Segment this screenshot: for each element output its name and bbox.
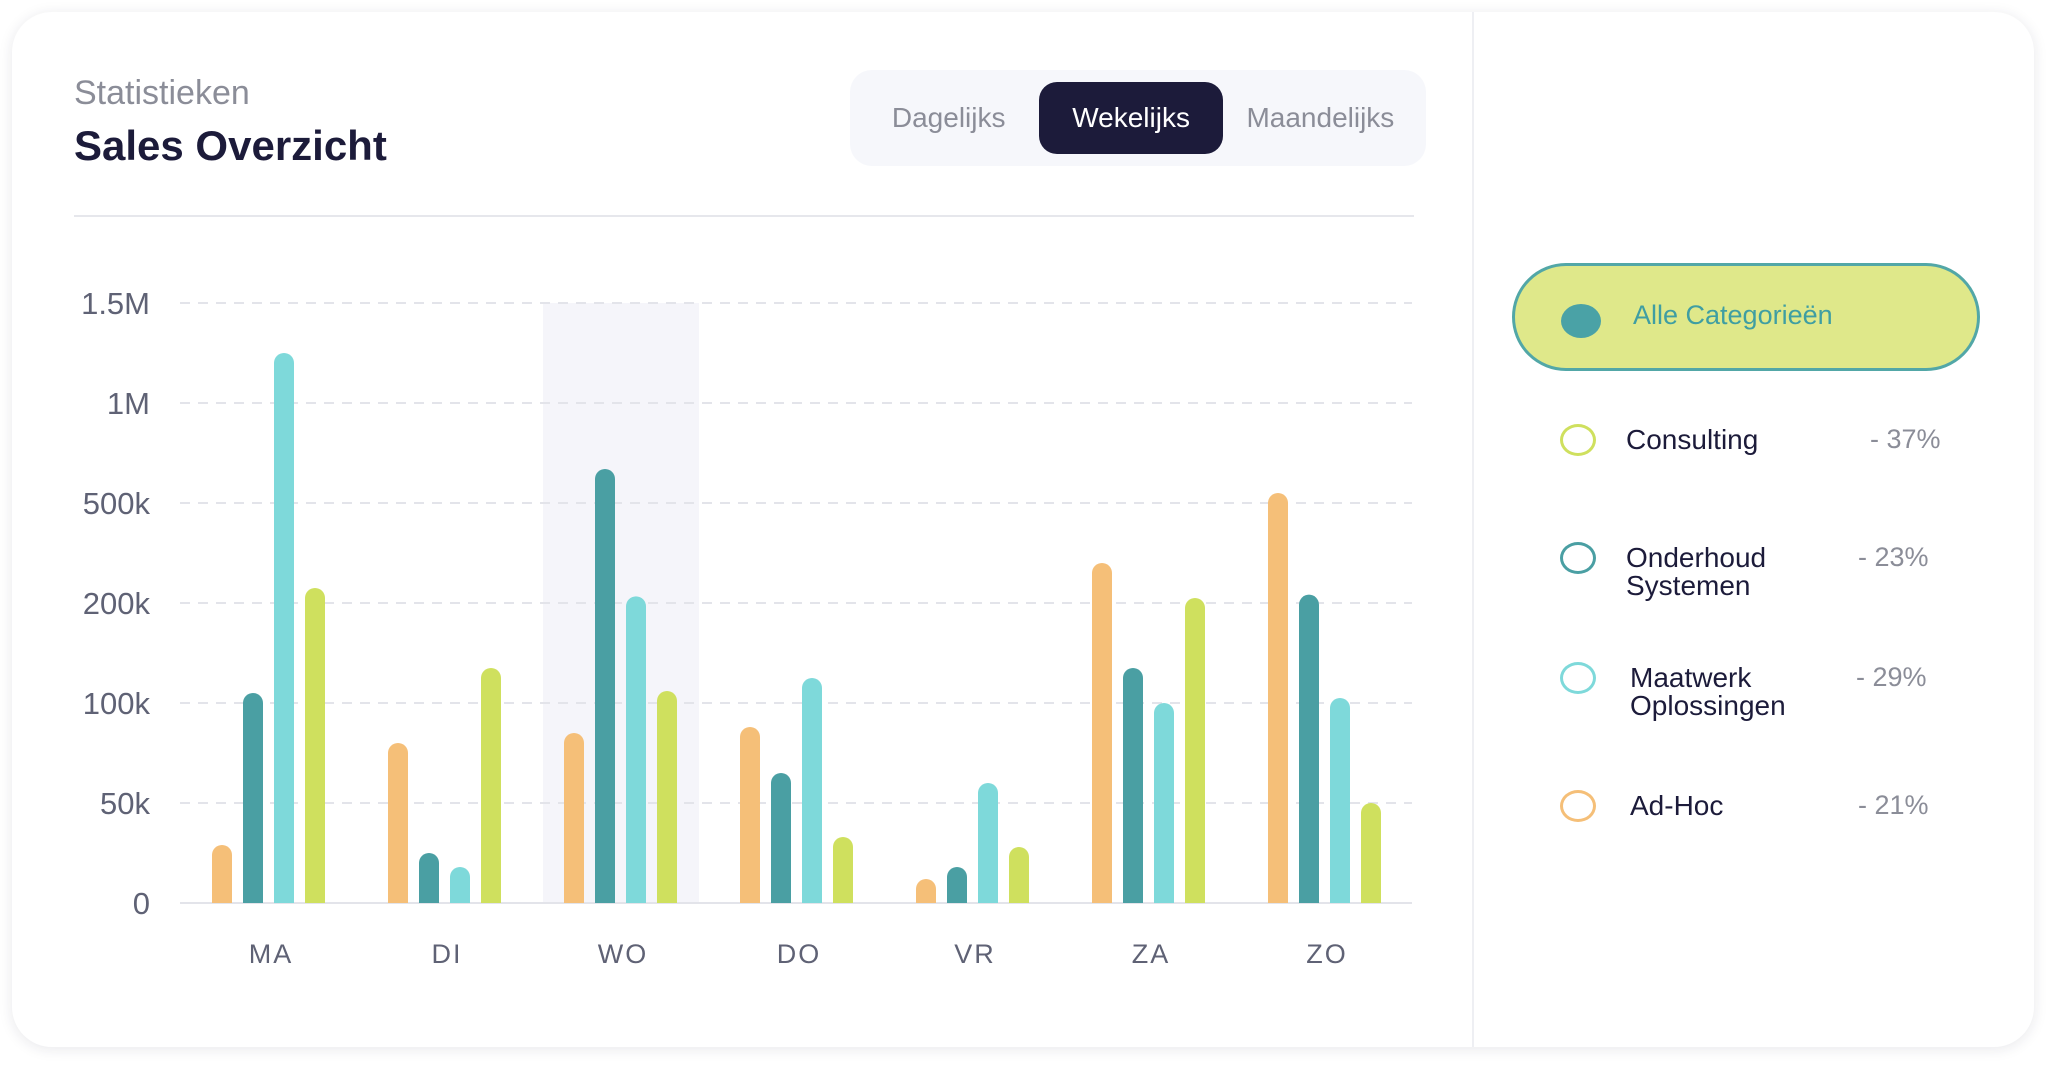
bar-onderhoud [1123,668,1143,903]
bar-consulting [1185,598,1205,903]
onderhoud-ring-icon [1560,542,1596,574]
y-tick-label: 1.5M [81,286,150,321]
legend-percent-adhoc: - 21% [1858,790,1929,820]
filter-all-categories[interactable]: Alle Categorieën [1512,263,1980,371]
tab-dagelijks[interactable]: Dagelijks [891,102,1006,133]
x-tick-label: ZO [1306,939,1348,969]
x-tick-label: VR [954,939,996,969]
all-categories-label: Alle Categorieën [1633,300,1833,330]
x-tick-label: DO [777,939,822,969]
page-title: Sales Overzicht [74,122,387,169]
bar-consulting [1361,803,1381,903]
legend-percent-consulting: - 37% [1870,424,1941,454]
panel-divider [1472,12,1474,1047]
legend-item-adhoc[interactable]: Ad-Hoc - 21% [1560,780,1980,840]
legend-name-onderhoud-1: Onderhoud [1626,542,1767,573]
bar-consulting [1009,847,1029,903]
legend-item-maatwerk[interactable]: Maatwerk Oplossingen - 29% [1560,652,1980,722]
bar-consulting [305,588,325,903]
bar-onderhoud [771,773,791,903]
bar-consulting [833,837,853,903]
legend-name-maatwerk-2: Oplossingen [1630,690,1786,721]
y-tick-label: 200k [83,586,151,621]
bar-maatwerk [1330,698,1350,903]
bar-onderhoud [947,867,967,903]
x-tick-label: ZA [1132,939,1171,969]
bar-maatwerk [274,353,294,903]
tab-wekelijks[interactable]: Wekelijks [1039,82,1223,154]
bar-maatwerk [1154,703,1174,903]
x-tick-label: WO [598,939,649,969]
bar-ad-hoc [1092,563,1112,903]
y-tick-label: 1M [107,386,150,421]
y-tick-label: 100k [83,686,151,721]
legend-percent-onderhoud: - 23% [1858,542,1929,572]
bar-maatwerk [802,678,822,903]
legend-item-onderhoud[interactable]: Onderhoud Systemen - 23% [1560,532,1980,602]
bar-ad-hoc [1268,493,1288,903]
bar-onderhoud [419,853,439,903]
bar-maatwerk [450,867,470,903]
tab-maandelijks[interactable]: Maandelijks [1246,102,1395,133]
legend-name-adhoc: Ad-Hoc [1630,790,1724,821]
legend-name-maatwerk-1: Maatwerk [1630,662,1752,693]
bar-onderhoud [595,469,615,903]
bar-ad-hoc [388,743,408,903]
sales-bar-chart: 0 50k 100k 200k 500k 1M 1.5M MA DI WO DO VR ZA ZO [81,286,1412,969]
bar-ad-hoc [740,727,760,903]
bar-ad-hoc [916,879,936,903]
adhoc-ring-icon [1560,790,1596,822]
period-tabs: Dagelijks Wekelijks Maandelijks [850,70,1426,166]
legend-name-onderhoud-2: Systemen [1626,570,1751,601]
bar-ad-hoc [564,733,584,903]
y-tick-label: 500k [83,486,151,521]
legend-name-consulting: Consulting [1626,424,1759,455]
x-tick-label: MA [249,939,294,969]
bar-maatwerk [978,783,998,903]
maatwerk-ring-icon [1560,662,1596,694]
y-tick-label: 0 [133,886,150,921]
legend-percent-maatwerk: - 29% [1856,662,1927,692]
all-categories-dot-icon [1561,304,1601,338]
legend-item-consulting[interactable]: Consulting - 37% [1560,414,1980,474]
sales-card: Statistieken Sales Overzicht Dagelijks W… [12,12,2034,1047]
header-divider [74,215,1414,217]
bar-onderhoud [1299,594,1319,903]
y-tick-label: 50k [100,786,150,821]
bar-maatwerk [626,596,646,903]
bar-consulting [481,668,501,903]
page-subtitle: Statistieken [74,74,250,112]
bar-ad-hoc [212,845,232,903]
bar-consulting [657,691,677,903]
x-tick-label: DI [432,939,463,969]
consulting-ring-icon [1560,424,1596,456]
bar-onderhoud [243,693,263,903]
